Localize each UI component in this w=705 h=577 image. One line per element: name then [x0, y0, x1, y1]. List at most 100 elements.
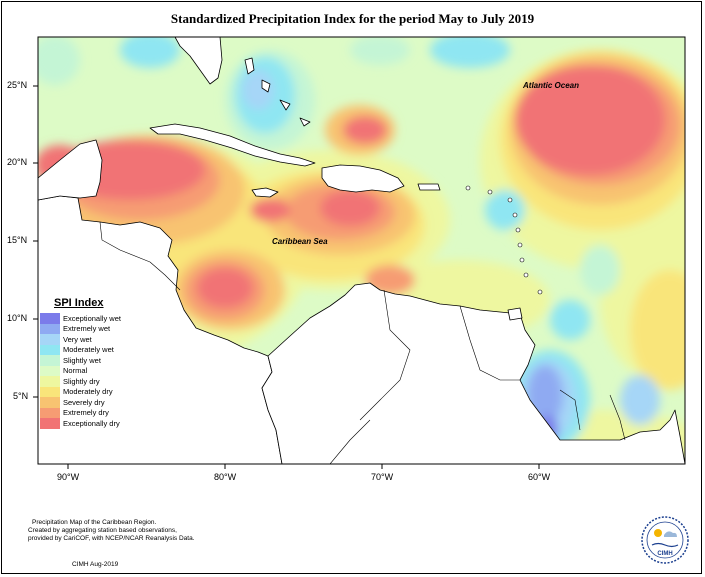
legend-label: Normal	[63, 366, 88, 376]
exceptionally-dry-area	[197, 268, 253, 308]
credit-text: CIMH Aug-2019	[72, 561, 119, 568]
moderately-wet-area	[120, 37, 180, 68]
border-line	[329, 419, 371, 464]
cloud-icon	[664, 531, 677, 537]
legend-item: Slightly dry	[40, 376, 152, 387]
trinidad-land	[507, 307, 523, 321]
exceptionally-dry-area	[320, 190, 380, 226]
lesser-antilles-island	[512, 212, 518, 218]
legend-label: Slightly dry	[63, 376, 100, 386]
legend-label: Extremely wet	[63, 324, 111, 334]
very-wet-area	[242, 70, 274, 110]
moderately-wet-area	[430, 37, 510, 68]
yucatan-land	[38, 139, 103, 201]
legend-label: Severely dry	[63, 397, 105, 407]
legend-swatch	[40, 365, 60, 376]
lesser-antilles-island	[519, 257, 525, 263]
lon-tick-label: 70°W	[371, 472, 394, 482]
slightly-wet-area	[580, 245, 620, 295]
lat-tick-label: 20°N	[7, 157, 28, 167]
legend-swatch	[40, 386, 60, 397]
legend-item: Extremely wet	[40, 323, 152, 334]
lat-tick-label: 5°N	[13, 391, 29, 401]
legend-item: Extremely dry	[40, 407, 152, 418]
very-wet-area	[620, 375, 660, 425]
map-border	[37, 36, 686, 465]
legend-item: Normal	[40, 365, 152, 376]
lesser-antilles-island	[487, 189, 493, 195]
lon-tick-label: 60°W	[528, 472, 551, 482]
extremely-dry-area	[365, 265, 415, 295]
bahamas-island	[279, 99, 291, 111]
legend-swatch	[40, 355, 60, 366]
legend-label: Moderately dry	[63, 387, 113, 397]
bahamas-island	[244, 57, 255, 75]
legend-label: Moderately wet	[63, 345, 114, 355]
lat-tick-label: 15°N	[7, 235, 28, 245]
border-line	[149, 261, 181, 291]
legend-label: Very wet	[63, 334, 92, 344]
legend-item: Moderately wet	[40, 344, 152, 355]
exceptionally-dry-area	[515, 65, 665, 175]
legend-swatch	[40, 323, 60, 334]
legend-item: Exceptionally wet	[40, 313, 152, 324]
border-line	[459, 305, 520, 381]
legend-item: Very wet	[40, 334, 152, 345]
legend-label: Extremely dry	[63, 408, 109, 418]
exceptionally-dry-area	[343, 116, 387, 144]
lesser-antilles-island	[465, 185, 471, 191]
lesser-antilles-island	[517, 242, 523, 248]
footnote: Precipitation Map of the Caribbean Regio…	[28, 519, 195, 543]
footnote-line: Created by aggregating station based obs…	[28, 527, 177, 534]
border-line	[559, 389, 581, 431]
footnote-line: provided by CariCOF, with NCEP/NCAR Rean…	[28, 535, 195, 542]
exceptionally-dry-area	[250, 198, 290, 222]
legend-label: Exceptionally dry	[63, 418, 120, 428]
legend-label: Exceptionally wet	[63, 313, 121, 323]
logo-text: CIMH	[657, 551, 672, 557]
spi-legend: SPI Index Exceptionally wet Extremely wet…	[40, 297, 152, 429]
legend-swatch	[40, 397, 60, 408]
moderately-wet-area	[550, 300, 590, 340]
border-line	[99, 221, 151, 263]
moderately-dry-area	[630, 270, 685, 390]
map-title: Standardized Precipitation Index for the…	[170, 11, 535, 26]
border-line	[359, 289, 411, 421]
florida-land	[174, 37, 223, 85]
bahamas-island	[299, 117, 311, 127]
lon-tick-label: 80°W	[214, 472, 237, 482]
legend-title: SPI Index	[54, 297, 104, 309]
slightly-wet-area	[350, 37, 410, 65]
lat-tick-label: 10°N	[7, 313, 28, 323]
atlantic-ocean-label: Atlantic Ocean	[522, 81, 579, 90]
moderately-wet-area	[485, 190, 525, 230]
south-america-land	[261, 282, 685, 464]
cimh-logo: CIMH	[641, 516, 689, 564]
cuba-land	[149, 123, 316, 167]
lesser-antilles-island	[523, 272, 529, 278]
legend-item: Exceptionally dry	[40, 418, 152, 429]
bahamas-island	[261, 79, 271, 93]
hispaniola-land	[321, 164, 405, 193]
footnote-line: Precipitation Map of the Caribbean Regio…	[32, 519, 157, 526]
legend-swatch	[40, 407, 60, 418]
lesser-antilles-island	[515, 227, 521, 233]
border-line	[609, 394, 626, 441]
legend-item: Slightly wet	[40, 355, 152, 366]
lesser-antilles-island	[537, 289, 543, 295]
legend-label: Slightly wet	[63, 355, 101, 365]
lon-tick-label: 90°W	[57, 472, 80, 482]
lesser-antilles-island	[507, 197, 513, 203]
jamaica-land	[251, 187, 279, 198]
legend-swatch	[40, 418, 60, 429]
legend-swatch	[40, 344, 60, 355]
puerto-rico-land	[417, 183, 441, 191]
slightly-wet-area	[38, 37, 80, 85]
legend-item: Moderately dry	[40, 386, 152, 397]
wave-icon	[651, 542, 679, 548]
legend-swatch	[40, 376, 60, 387]
legend-item: Severely dry	[40, 397, 152, 408]
sun-icon	[654, 529, 662, 537]
